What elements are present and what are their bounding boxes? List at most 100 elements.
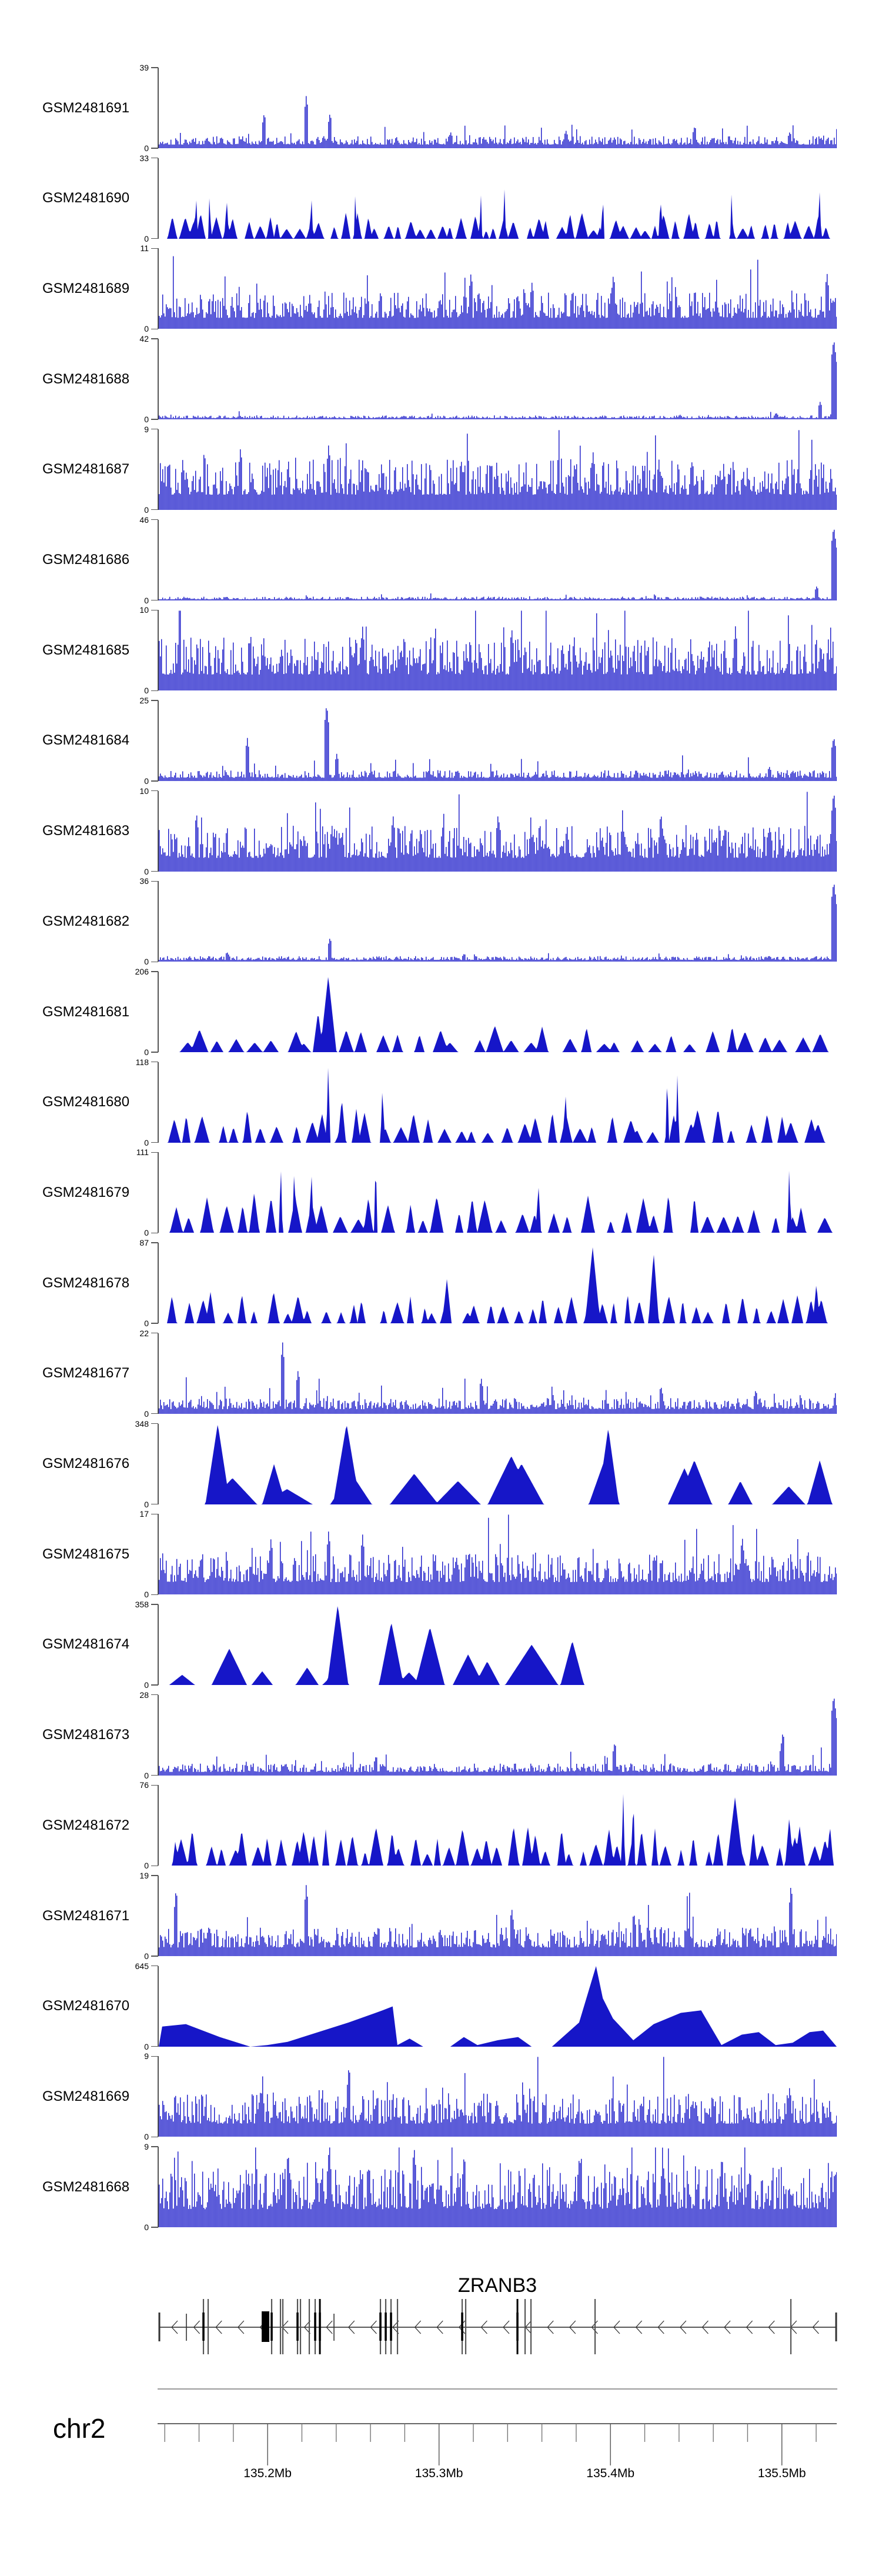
- track-axis-tick: [151, 509, 158, 510]
- track-yzero-label: 0: [144, 2041, 149, 2051]
- track-ymax-label: 645: [135, 1961, 149, 1971]
- track-ymax-label: 25: [139, 695, 149, 705]
- strand-direction-chevron-icon: [724, 2320, 731, 2334]
- strand-direction-chevron-icon: [303, 2320, 311, 2334]
- strand-direction-chevron-icon: [237, 2320, 245, 2334]
- strand-direction-chevron-icon: [480, 2320, 487, 2334]
- track-yzero-label: 0: [144, 233, 149, 243]
- track-axis-tick: [151, 1694, 158, 1696]
- coverage-signal: [159, 791, 837, 872]
- axis-tick-label: 135.3Mb: [415, 2467, 463, 2480]
- track-axis-tick: [151, 1784, 158, 1786]
- track-label: GSM2481678: [42, 1274, 130, 1291]
- track-label: GSM2481679: [42, 1184, 130, 1200]
- strand-direction-chevron-icon: [392, 2320, 399, 2334]
- coverage-signal: [159, 1514, 837, 1595]
- track-yzero-label: 0: [144, 2132, 149, 2142]
- track-yzero-label: 0: [144, 1137, 149, 1147]
- track-yzero-label: 0: [144, 1680, 149, 1690]
- track-yzero-label: 0: [144, 1861, 149, 1871]
- axis-tick-label: 135.5Mb: [757, 2467, 806, 2480]
- strand-direction-chevron-icon: [635, 2320, 643, 2334]
- track-axis-tick: [151, 1423, 158, 1424]
- track-axis-tick: [151, 1142, 158, 1143]
- strand-direction-chevron-icon: [768, 2320, 775, 2334]
- track-ymax-label: 33: [139, 153, 149, 163]
- coverage-signal: [159, 1424, 837, 1504]
- track-ymax-label: 348: [135, 1419, 149, 1429]
- strand-direction-chevron-icon: [370, 2320, 377, 2334]
- track-axis-tick: [151, 1684, 158, 1686]
- track-ymax-label: 36: [139, 876, 149, 886]
- strand-direction-chevron-icon: [657, 2320, 664, 2334]
- genome-axis: [158, 2388, 837, 2465]
- track-axis-tick: [151, 880, 158, 882]
- track-yzero-label: 0: [144, 776, 149, 786]
- strand-direction-chevron-icon: [701, 2320, 709, 2334]
- track-ymax-label: 28: [139, 1690, 149, 1700]
- strand-direction-chevron-icon: [436, 2320, 443, 2334]
- track-axis-tick: [151, 971, 158, 972]
- coverage-signal: [159, 1067, 837, 1143]
- strand-direction-chevron-icon: [547, 2320, 554, 2334]
- track-label: GSM2481682: [42, 913, 130, 929]
- gene-name-label: ZRANB3: [457, 2274, 537, 2297]
- track-ymax-label: 17: [139, 1509, 149, 1519]
- track-label: GSM2481673: [42, 1727, 130, 1743]
- track-label: GSM2481686: [42, 552, 130, 568]
- coverage-signal: [159, 610, 837, 691]
- track-yzero-label: 0: [144, 505, 149, 515]
- coverage-signal: [159, 1966, 837, 2047]
- strand-direction-chevron-icon: [193, 2320, 201, 2334]
- strand-direction-chevron-icon: [326, 2320, 333, 2334]
- track-ymax-label: 19: [139, 1871, 149, 1880]
- track-axis-tick: [151, 238, 158, 239]
- track-ymax-label: 39: [139, 63, 149, 72]
- coverage-signal: [159, 1794, 837, 1866]
- track-axis-tick: [151, 2046, 158, 2047]
- track-ymax-label: 11: [140, 243, 149, 253]
- track-label: GSM2481668: [42, 2178, 130, 2195]
- axis-tick-label: 135.2Mb: [243, 2467, 292, 2480]
- track-label: GSM2481681: [42, 1003, 130, 1020]
- track-label: GSM2481689: [42, 280, 130, 296]
- track-axis-tick: [151, 690, 158, 691]
- coverage-signal: [159, 1698, 837, 1776]
- coverage-signal: [159, 430, 837, 510]
- track-ymax-label: 46: [139, 515, 149, 525]
- track-label: GSM2481670: [42, 1998, 130, 2014]
- coverage-signal: [159, 1885, 837, 1956]
- strand-direction-chevron-icon: [569, 2320, 576, 2334]
- track-label: GSM2481688: [42, 371, 130, 387]
- track-yzero-label: 0: [144, 1319, 149, 1329]
- cds-exon-box: [262, 2311, 269, 2342]
- track-axis-tick: [151, 780, 158, 782]
- strand-direction-chevron-icon: [746, 2320, 753, 2334]
- track-label: GSM2481672: [42, 1817, 130, 1833]
- track-axis-tick: [151, 1242, 158, 1243]
- chromosome-label: chr2: [53, 2413, 106, 2444]
- track-yzero-label: 0: [144, 1951, 149, 1961]
- track-label: GSM2481676: [42, 1456, 130, 1471]
- track-ymax-label: 22: [139, 1328, 149, 1338]
- track-yzero-label: 0: [144, 1499, 149, 1509]
- strand-direction-chevron-icon: [812, 2320, 819, 2334]
- track-label: GSM2481680: [42, 1094, 130, 1110]
- track-axis-tick: [151, 338, 158, 339]
- coverage-signal: [159, 96, 837, 148]
- coverage-signal: [159, 1606, 837, 1685]
- track-axis-tick: [151, 2146, 158, 2147]
- track-yzero-label: 0: [144, 686, 149, 696]
- track-axis-tick: [151, 1875, 158, 1876]
- strand-direction-chevron-icon: [414, 2320, 422, 2334]
- track-label: GSM2481685: [42, 642, 130, 658]
- track-ymax-label: 206: [135, 967, 149, 976]
- track-yzero-label: 0: [144, 324, 149, 334]
- track-label: GSM2481677: [42, 1365, 130, 1382]
- coverage-signal: [159, 708, 837, 781]
- track-label: GSM2481683: [42, 823, 130, 839]
- track-ymax-label: 87: [139, 1238, 149, 1248]
- strand-direction-chevron-icon: [613, 2320, 620, 2334]
- coverage-signal: [159, 1342, 837, 1414]
- coverage-signal: [159, 1171, 837, 1233]
